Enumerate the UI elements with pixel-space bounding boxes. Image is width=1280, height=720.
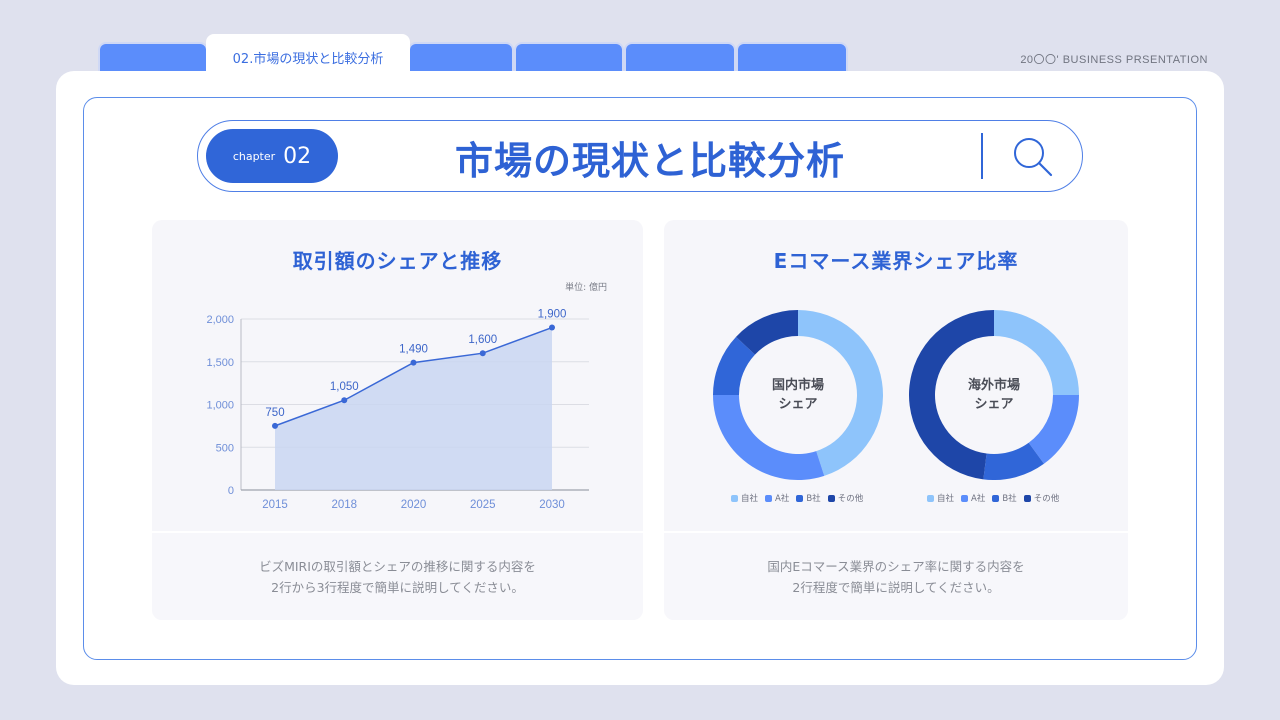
tab-6[interactable] (736, 42, 848, 76)
legend-overseas: 自社 A社 B社 その他 (927, 492, 1059, 504)
pie-slice (1028, 395, 1079, 464)
legend-swatch-self (731, 494, 738, 502)
pie-slice (798, 310, 883, 476)
tab-3[interactable] (408, 42, 514, 76)
donut-overseas-label-2: シェア (974, 397, 1014, 412)
page-title: 市場の現状と比較分析 (454, 138, 845, 183)
donut-domestic: 国内市場 シェア (713, 310, 883, 480)
x-tick-label: 2015 (262, 499, 288, 511)
legend-item: 自社 (731, 492, 758, 504)
tab-1[interactable] (98, 42, 208, 76)
data-label: 1,490 (399, 344, 428, 356)
header-bar: chapter 02 市場の現状と比較分析 (197, 120, 1083, 192)
y-tick-label: 1,500 (206, 357, 234, 369)
data-label: 750 (265, 407, 284, 419)
chart-panel-right: Eコマース業界シェア比率 国内市場シェア 自社 A社 B社 その他 海外市場シェ… (664, 220, 1128, 620)
donut-overseas-label-1: 海外市場 (967, 378, 1020, 393)
legend-swatch-a (765, 494, 773, 502)
donut-domestic-label-2: シェア (778, 397, 818, 412)
search-icon[interactable] (1010, 134, 1056, 180)
left-footer-line1: ビズMIRIの取引額とシェアの推移に関する内容を (259, 558, 536, 574)
x-tick-label: 2030 (539, 499, 565, 511)
pie-slice (713, 395, 825, 480)
unit-label: 単位: 億円 (565, 283, 607, 293)
data-label: 1,050 (330, 381, 359, 393)
data-label: 1,600 (468, 334, 497, 346)
chapter-label: chapter (232, 149, 276, 163)
legend-label: 自社 (741, 494, 759, 504)
legend-item: その他 (1023, 492, 1060, 504)
legend-swatch-a (961, 494, 969, 502)
legend-swatch-self (927, 494, 934, 502)
legend-swatch-b (796, 494, 804, 502)
legend-domestic: 自社 A社 B社 その他 (731, 492, 863, 504)
right-footer-line1: 国内Eコマース業界のシェア率に関する内容を (767, 558, 1025, 574)
chapter-badge: chapter 02 (206, 129, 338, 183)
left-footer-line2: 2行から3行程度で簡単に説明してください。 (271, 579, 524, 595)
slide-frame (83, 97, 1197, 660)
legend-item: B社 (992, 492, 1017, 504)
left-panel-title: 取引額のシェアと推移 (292, 249, 503, 273)
x-tick-label: 2020 (401, 499, 427, 511)
donut-domestic-label-1: 国内市場 (771, 378, 824, 393)
donut-domestic-label: 国内市場 シェア (713, 310, 883, 480)
data-point (272, 422, 278, 429)
left-panel-footer: ビズMIRIの取引額とシェアの推移に関する内容を 2行から3行程度で簡単に説明し… (152, 531, 643, 620)
pie-slice (908, 310, 994, 480)
x-tick-label: 2025 (470, 499, 496, 511)
pie-slice (994, 310, 1079, 395)
data-label: 1,900 (538, 309, 567, 321)
legend-label: B社 (1002, 494, 1017, 504)
donut-overseas: 海外市場 シェア (908, 310, 1079, 480)
legend-label: A社 (971, 494, 986, 504)
legend-swatch-other (827, 494, 835, 502)
legend-item: B社 (796, 492, 821, 504)
y-tick-label: 0 (228, 485, 234, 497)
data-point (479, 350, 486, 357)
donut-overseas-svg (908, 310, 1079, 480)
area-chart: 0 500 1,000 1,500 2,000 750 2015 1,050 2018 1,490… (206, 309, 589, 511)
donut-overseas-label: 海外市場 シェア (909, 310, 1079, 480)
area-fill (275, 327, 552, 490)
legend-swatch-b (992, 494, 1000, 502)
right-panel-title: Eコマース業界シェア比率 (773, 249, 1019, 273)
data-point (341, 397, 348, 404)
legend-label: B社 (806, 494, 821, 504)
y-tick-label: 500 (216, 442, 234, 454)
pie-slice (736, 310, 798, 355)
legend-item: 自社 (927, 492, 954, 504)
chart-panel-left: 取引額のシェアと推移 単位: 億円 0 500 1,000 1,500 2,000 750… (152, 220, 643, 620)
x-tick-label: 2018 (331, 499, 357, 511)
legend-label: A社 (775, 494, 790, 504)
legend-item: A社 (961, 492, 985, 504)
right-panel-footer: 国内Eコマース業界のシェア率に関する内容を 2行程度で簡単に説明してください。 (664, 531, 1128, 620)
chapter-number: 02 (283, 143, 312, 169)
tab-active-label: 02.市場の現状と比較分析 (232, 52, 384, 67)
legend-swatch-other (1023, 494, 1031, 502)
header-divider (981, 133, 983, 179)
tab-active[interactable]: 02.市場の現状と比較分析 (206, 34, 410, 74)
donut-domestic-svg (713, 310, 883, 480)
legend-item: その他 (827, 492, 864, 504)
right-footer-line2: 2行程度で簡単に説明してください。 (792, 579, 1000, 595)
y-tick-label: 2,000 (206, 314, 234, 326)
pie-slice (713, 336, 755, 395)
tab-5[interactable] (624, 42, 736, 76)
legend-label: その他 (837, 494, 864, 504)
y-tick-label: 1,000 (206, 400, 234, 412)
legend-label: その他 (1033, 494, 1060, 504)
legend-label: 自社 (937, 494, 955, 504)
pie-slice (983, 442, 1044, 480)
data-point (549, 324, 555, 331)
data-point (410, 359, 417, 366)
brand-text: 20〇〇' BUSINESS PRSENTATION (1020, 54, 1208, 66)
tab-4[interactable] (514, 42, 624, 76)
legend-item: A社 (765, 492, 789, 504)
